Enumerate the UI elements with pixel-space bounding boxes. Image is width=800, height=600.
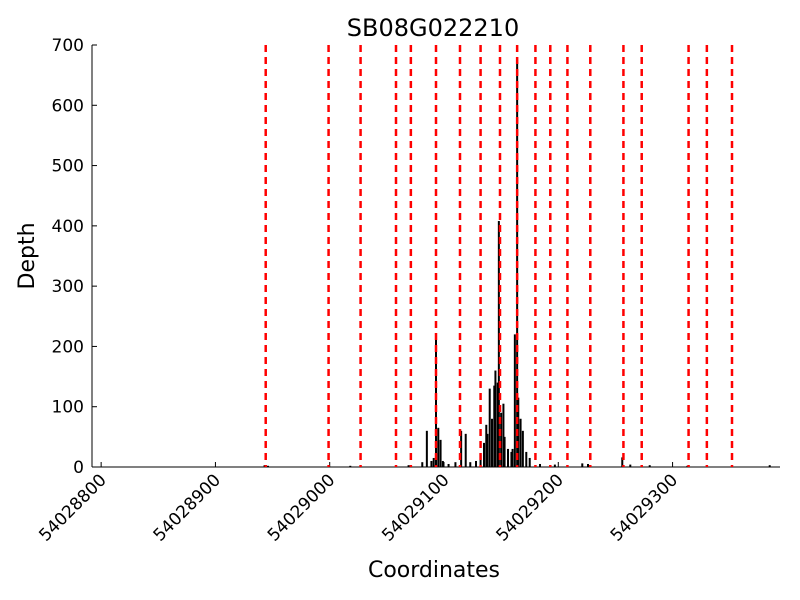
y-tick-label: 400 bbox=[52, 217, 84, 237]
bar bbox=[528, 457, 531, 467]
bar bbox=[497, 221, 500, 467]
bar bbox=[460, 430, 463, 467]
bar bbox=[491, 418, 493, 467]
bar bbox=[485, 424, 488, 467]
bar bbox=[349, 465, 352, 467]
x-tick-label: 54029300 bbox=[607, 470, 682, 545]
bar bbox=[464, 433, 467, 467]
bar bbox=[587, 463, 589, 467]
bar bbox=[525, 451, 528, 467]
bar bbox=[511, 448, 514, 467]
bar bbox=[503, 436, 506, 467]
bar bbox=[519, 418, 522, 467]
x-tick-label: 54028900 bbox=[150, 470, 225, 545]
bar bbox=[407, 465, 410, 467]
y-tick-label: 100 bbox=[52, 398, 84, 418]
bar bbox=[513, 334, 516, 467]
y-tick-label: 500 bbox=[52, 157, 84, 177]
bar bbox=[493, 385, 496, 467]
bar bbox=[441, 460, 444, 467]
bar bbox=[500, 412, 503, 467]
bar bbox=[581, 463, 584, 467]
bar bbox=[553, 464, 556, 467]
y-tick-label: 300 bbox=[52, 277, 84, 297]
x-axis-label: Coordinates bbox=[368, 558, 500, 583]
bar bbox=[432, 457, 435, 467]
x-tick-label: 54029200 bbox=[492, 470, 567, 545]
bar bbox=[430, 460, 433, 467]
bar bbox=[496, 382, 499, 467]
y-tick-label: 600 bbox=[52, 96, 84, 116]
bar bbox=[267, 465, 269, 467]
y-tick-label: 0 bbox=[73, 458, 84, 478]
bar bbox=[469, 462, 472, 467]
bar bbox=[507, 448, 509, 467]
bar bbox=[435, 337, 437, 467]
bar bbox=[421, 462, 424, 467]
bar bbox=[475, 460, 477, 467]
bar bbox=[510, 451, 513, 467]
chart-title: SB08G022210 bbox=[347, 14, 519, 42]
bar bbox=[486, 433, 489, 467]
bar bbox=[629, 464, 632, 467]
x-tick-label: 54028800 bbox=[35, 470, 110, 545]
bar bbox=[425, 430, 428, 467]
x-tick-label: 54029100 bbox=[378, 470, 453, 545]
bar bbox=[483, 442, 485, 467]
bar bbox=[447, 463, 450, 467]
bar bbox=[488, 388, 491, 467]
bar bbox=[539, 463, 541, 467]
bar bbox=[479, 454, 482, 467]
y-tick-label: 700 bbox=[52, 36, 84, 56]
x-tick-label: 54029000 bbox=[264, 470, 339, 545]
bar bbox=[648, 465, 651, 467]
bar bbox=[521, 430, 524, 467]
bar bbox=[454, 462, 457, 467]
bar bbox=[494, 370, 497, 467]
y-axis-label: Depth bbox=[15, 222, 40, 289]
y-tick-label: 200 bbox=[52, 337, 84, 357]
bar bbox=[439, 439, 442, 467]
bar bbox=[437, 427, 440, 467]
bar bbox=[502, 403, 505, 467]
bar bbox=[621, 457, 624, 467]
bar bbox=[768, 465, 771, 467]
